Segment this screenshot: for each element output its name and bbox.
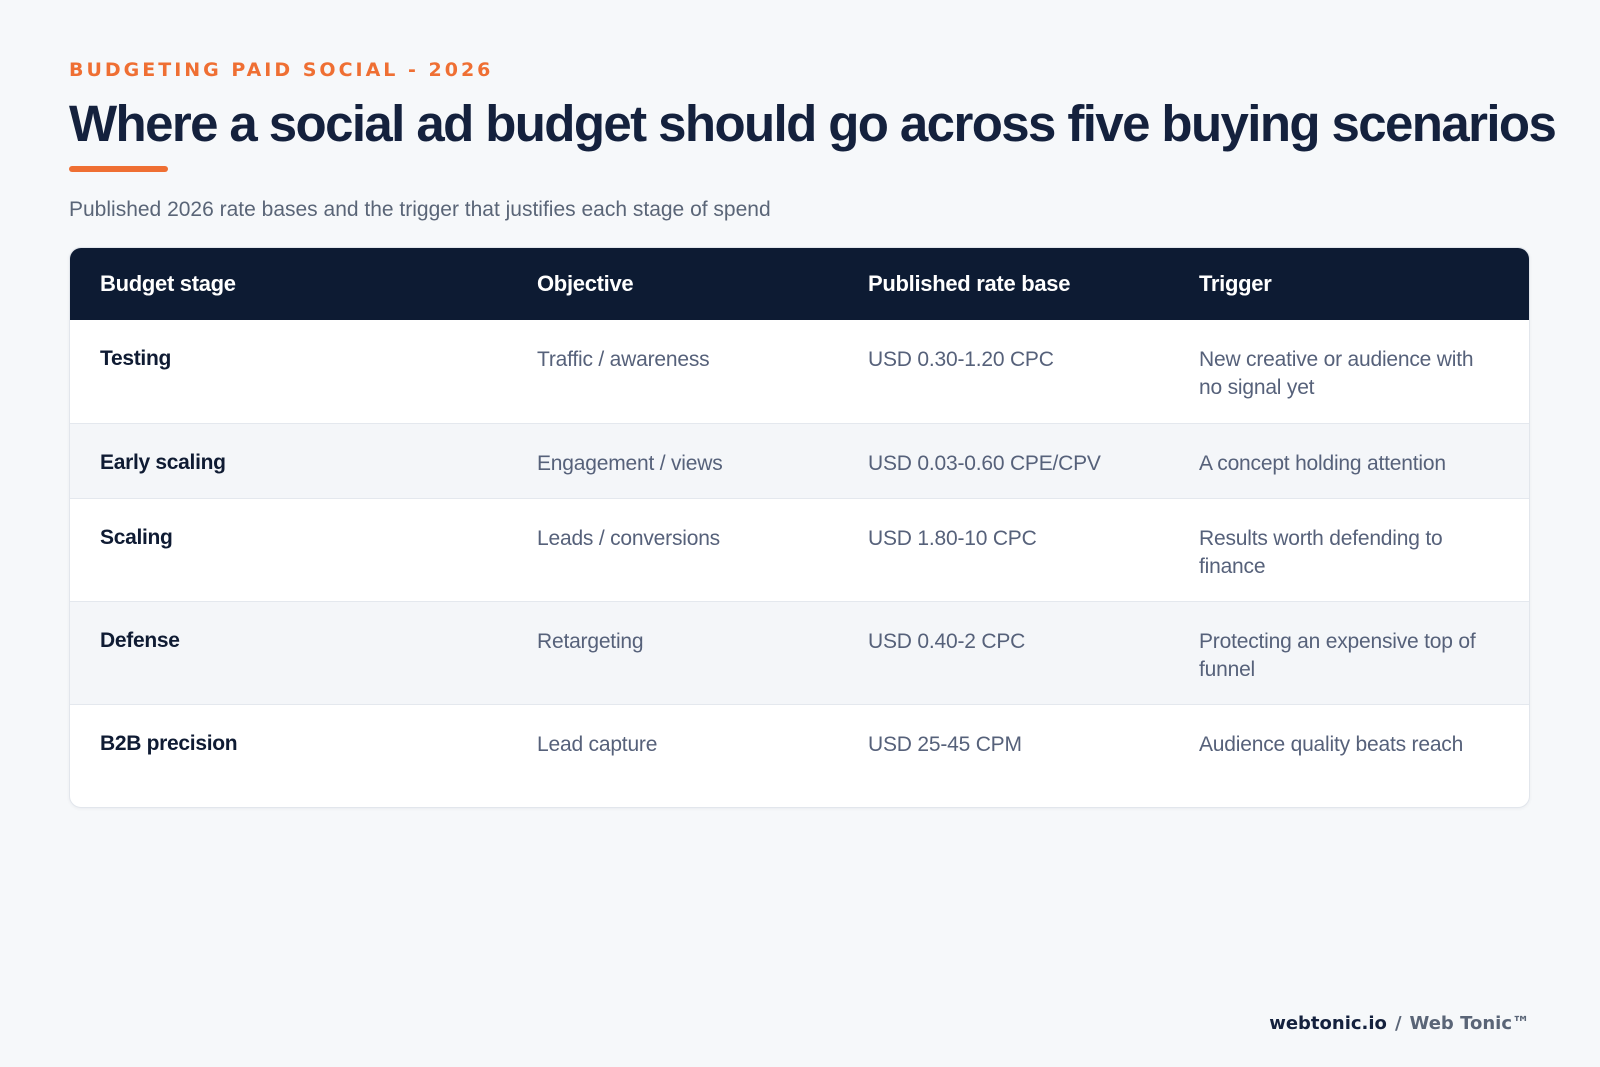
page-content: BUDGETING PAID SOCIAL - 2026 Where a soc… bbox=[69, 58, 1557, 808]
table-header: Budget stage Objective Published rate ba… bbox=[70, 248, 1529, 320]
cell-objective: Traffic / awareness bbox=[537, 348, 710, 371]
cell-rate: USD 1.80-10 CPC bbox=[868, 527, 1037, 550]
page-subtitle: Published 2026 rate bases and the trigge… bbox=[69, 198, 771, 221]
cell-stage: Testing bbox=[100, 347, 172, 370]
header-rate-base: Published rate base bbox=[868, 271, 1071, 296]
cell-objective: Leads / conversions bbox=[537, 527, 720, 550]
cell-rate: USD 0.40-2 CPC bbox=[868, 630, 1026, 653]
cell-trigger: Results worth defending to finance bbox=[1199, 527, 1443, 578]
cell-rate: USD 0.30-1.20 CPC bbox=[868, 348, 1054, 371]
cell-trigger: Audience quality beats reach bbox=[1199, 733, 1464, 756]
footer-credit: webtonic.io / Web Tonic™ bbox=[1269, 1012, 1530, 1036]
eyebrow-label: BUDGETING PAID SOCIAL - 2026 bbox=[69, 59, 494, 81]
cell-trigger: A concept holding attention bbox=[1199, 452, 1446, 475]
cell-stage: Scaling bbox=[100, 526, 173, 549]
cell-trigger: New creative or audience with no signal … bbox=[1199, 348, 1474, 399]
cell-stage: B2B precision bbox=[100, 732, 238, 755]
table-row: Early scaling Engagement / views USD 0.0… bbox=[70, 423, 1529, 498]
accent-rule bbox=[69, 166, 168, 172]
header-budget-stage: Budget stage bbox=[100, 271, 236, 296]
table-row: B2B precision Lead capture USD 25-45 CPM… bbox=[70, 704, 1529, 807]
cell-rate: USD 0.03-0.60 CPE/CPV bbox=[868, 452, 1101, 475]
table-body: Testing Traffic / awareness USD 0.30-1.2… bbox=[70, 320, 1529, 807]
cell-objective: Lead capture bbox=[537, 733, 658, 756]
footer-brand: Web Tonic™ bbox=[1409, 1013, 1530, 1034]
footer-separator: / bbox=[1394, 1013, 1402, 1034]
table-row: Scaling Leads / conversions USD 1.80-10 … bbox=[70, 498, 1529, 601]
header-objective: Objective bbox=[537, 271, 634, 296]
page-title: Where a social ad budget should go acros… bbox=[69, 95, 1557, 152]
cell-objective: Retargeting bbox=[537, 630, 644, 653]
cell-stage: Early scaling bbox=[100, 451, 226, 474]
cell-objective: Engagement / views bbox=[537, 452, 723, 475]
footer-site[interactable]: webtonic.io bbox=[1269, 1013, 1387, 1034]
cell-rate: USD 25-45 CPM bbox=[868, 733, 1022, 756]
table-row: Defense Retargeting USD 0.40-2 CPC Prote… bbox=[70, 601, 1529, 704]
table-row: Testing Traffic / awareness USD 0.30-1.2… bbox=[70, 320, 1529, 423]
cell-stage: Defense bbox=[100, 629, 180, 652]
header-trigger: Trigger bbox=[1199, 271, 1272, 296]
cell-trigger: Protecting an expensive top of funnel bbox=[1199, 630, 1476, 681]
budget-table: Budget stage Objective Published rate ba… bbox=[69, 247, 1530, 808]
